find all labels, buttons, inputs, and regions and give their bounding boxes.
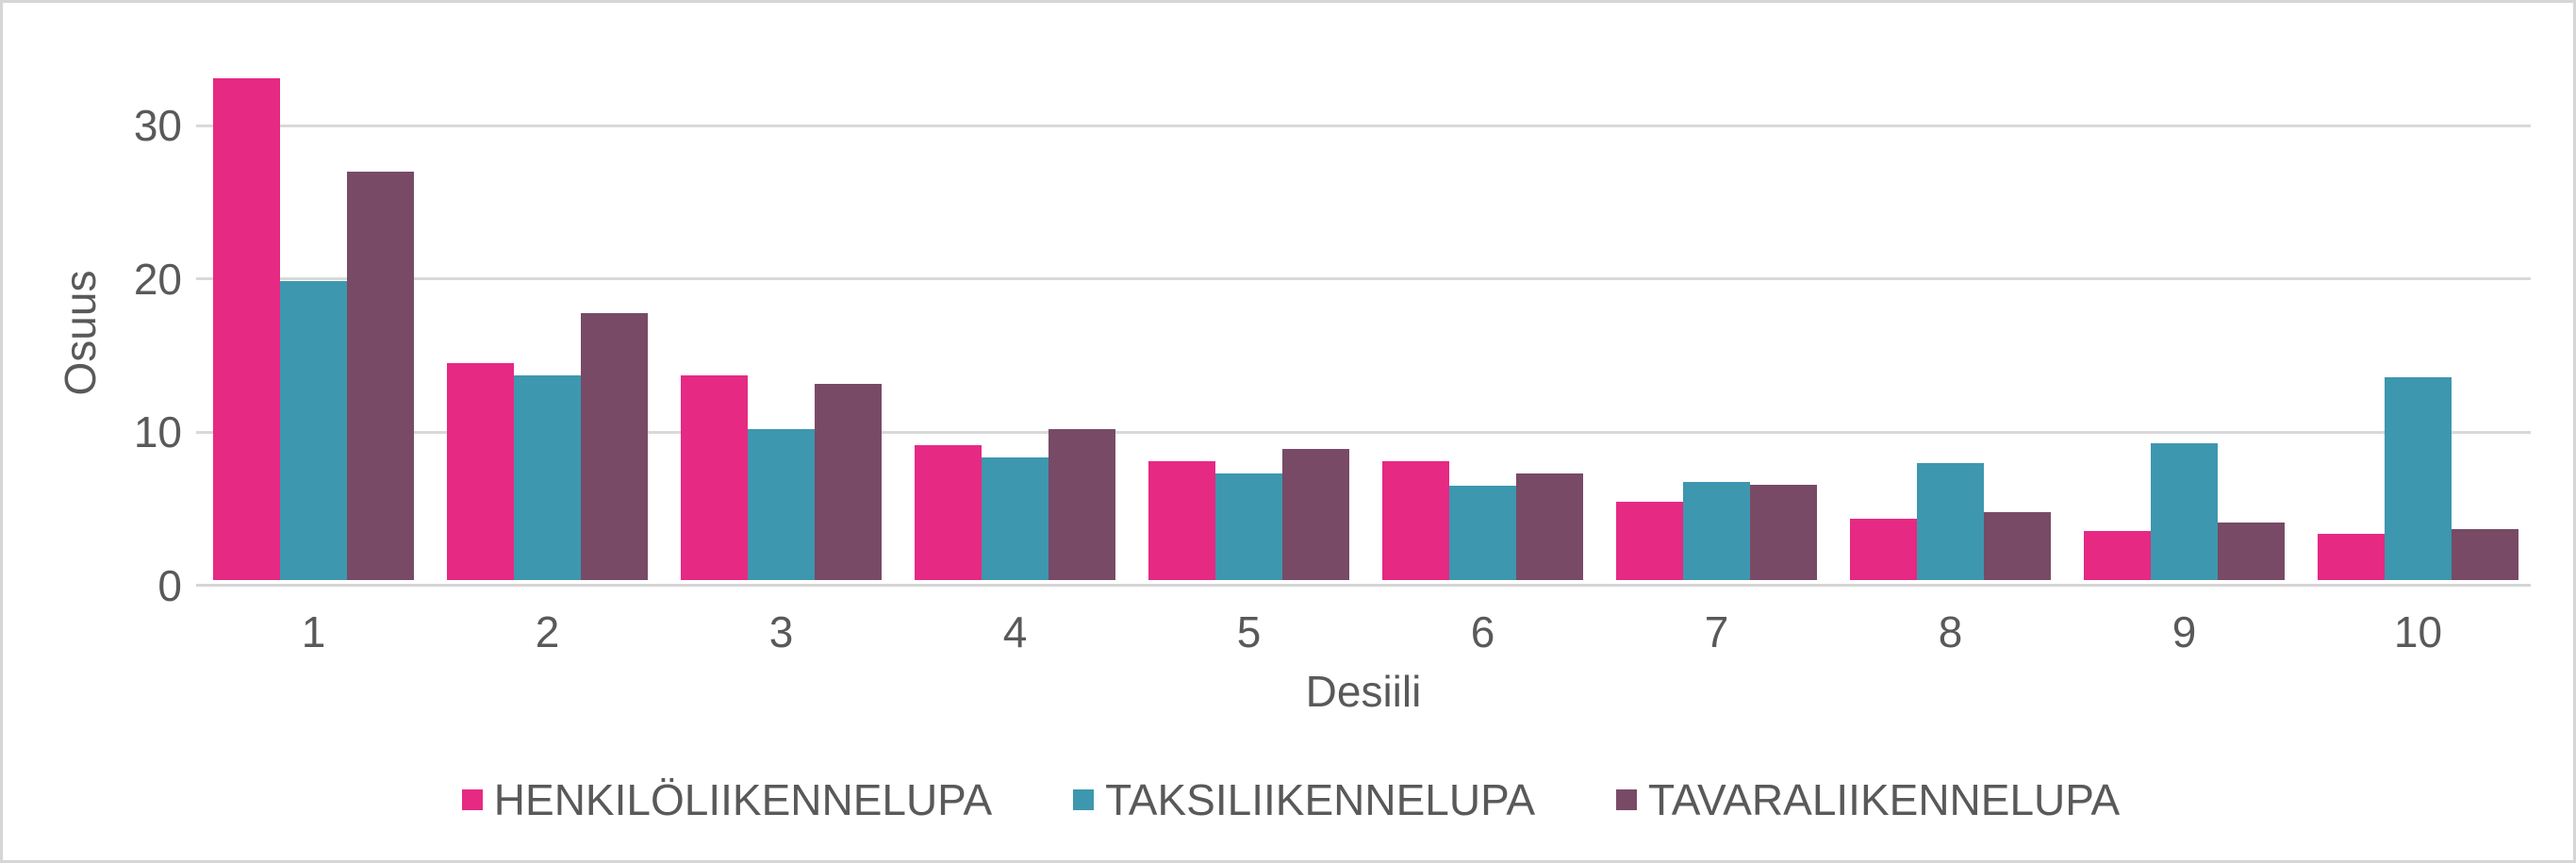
bar-tavaraliikennelupa-desiili-8: [1984, 512, 2051, 580]
bar-taksiliikennelupa-desiili-10: [2385, 377, 2452, 580]
bar-taksiliikennelupa-desiili-7: [1683, 481, 1750, 580]
legend-item-henkilöliikennelupa: HENKILÖLIIKENNELUPA: [461, 774, 993, 825]
bar-group-4: [915, 429, 1115, 580]
legend-label-taksiliikennelupa: TAKSILIIKENNELUPA: [1105, 775, 1536, 824]
bar-taksiliikennelupa-desiili-2: [514, 375, 581, 580]
bar-group-7: [1616, 481, 1817, 580]
bar-henkilöliikennelupa-desiili-4: [915, 444, 982, 580]
legend: HENKILÖLIIKENNELUPA TAKSILIIKENNELUPA TAVA…: [3, 774, 2573, 825]
y-tick-label-10: 10: [133, 407, 182, 456]
bar-taksiliikennelupa-desiili-8: [1917, 463, 1984, 580]
x-tick-label-10: 10: [2393, 607, 2443, 656]
gridline-y10: [196, 430, 2531, 434]
bar-henkilöliikennelupa-desiili-1: [213, 78, 280, 580]
bar-tavaraliikennelupa-desiili-10: [2452, 528, 2518, 580]
legend-marker-tavaraliikennelupa: [1616, 789, 1638, 810]
bar-taksiliikennelupa-desiili-6: [1449, 486, 1516, 580]
legend-item-taksiliikennelupa: TAKSILIIKENNELUPA: [1073, 774, 1535, 825]
bar-group-6: [1382, 461, 1583, 580]
legend-label-henkilöliikennelupa: HENKILÖLIIKENNELUPA: [493, 775, 993, 824]
x-tick-label-9: 9: [2171, 607, 2197, 656]
gridline-y30: [196, 124, 2531, 127]
y-tick-label-20: 20: [133, 254, 182, 304]
bar-group-2: [447, 312, 648, 580]
x-tick-label-2: 2: [535, 607, 560, 656]
bar-henkilöliikennelupa-desiili-10: [2318, 533, 2385, 580]
bar-tavaraliikennelupa-desiili-9: [2218, 523, 2285, 580]
bar-henkilöliikennelupa-desiili-3: [681, 375, 748, 580]
y-axis-title: Osuus: [56, 270, 105, 396]
x-axis-title: Desiili: [1305, 667, 1422, 716]
bar-taksiliikennelupa-desiili-4: [982, 456, 1049, 580]
x-tick-label-6: 6: [1470, 607, 1495, 656]
x-tick-label-7: 7: [1704, 607, 1729, 656]
bar-tavaraliikennelupa-desiili-6: [1516, 473, 1583, 580]
bar-henkilöliikennelupa-desiili-8: [1850, 518, 1917, 580]
bar-group-3: [681, 375, 882, 580]
bar-tavaraliikennelupa-desiili-5: [1282, 449, 1349, 580]
bar-group-1: [213, 78, 414, 580]
legend-label-tavaraliikennelupa: TAVARALIIKENNELUPA: [1648, 775, 2121, 824]
x-tick-label-4: 4: [1002, 607, 1028, 656]
legend-marker-taksiliikennelupa: [1073, 789, 1095, 810]
legend-marker-henkilöliikennelupa: [461, 789, 483, 810]
bar-tavaraliikennelupa-desiili-4: [1049, 429, 1115, 580]
bar-tavaraliikennelupa-desiili-2: [581, 312, 648, 580]
y-tick-label-30: 30: [133, 101, 182, 150]
x-tick-label-1: 1: [301, 607, 326, 656]
bar-group-8: [1850, 463, 2051, 580]
bar-tavaraliikennelupa-desiili-3: [815, 383, 882, 580]
gridline-y20: [196, 277, 2531, 280]
bar-henkilöliikennelupa-desiili-5: [1148, 461, 1215, 580]
bar-henkilöliikennelupa-desiili-2: [447, 363, 514, 580]
bar-group-10: [2318, 377, 2518, 580]
bar-taksiliikennelupa-desiili-9: [2151, 442, 2218, 580]
bar-taksiliikennelupa-desiili-1: [280, 280, 347, 580]
x-axis-line: [196, 584, 2531, 587]
bar-group-9: [2084, 442, 2285, 580]
x-tick-label-8: 8: [1938, 607, 1963, 656]
bar-tavaraliikennelupa-desiili-7: [1750, 484, 1817, 580]
bar-henkilöliikennelupa-desiili-6: [1382, 461, 1449, 580]
bar-henkilöliikennelupa-desiili-7: [1616, 501, 1683, 580]
bar-taksiliikennelupa-desiili-3: [748, 429, 815, 580]
bar-taksiliikennelupa-desiili-5: [1215, 473, 1282, 580]
x-tick-label-3: 3: [768, 607, 794, 656]
x-tick-label-5: 5: [1236, 607, 1262, 656]
y-tick-label-0: 0: [157, 560, 182, 610]
bar-tavaraliikennelupa-desiili-1: [347, 172, 414, 580]
bar-henkilöliikennelupa-desiili-9: [2084, 530, 2151, 580]
legend-item-tavaraliikennelupa: TAVARALIIKENNELUPA: [1616, 774, 2120, 825]
bar-group-5: [1148, 449, 1349, 580]
